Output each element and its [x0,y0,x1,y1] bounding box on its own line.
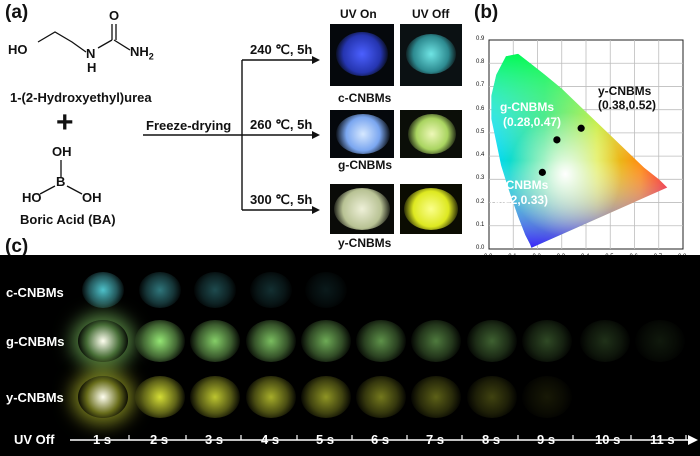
afterglow-spot [78,376,128,418]
afterglow-spot [305,272,347,308]
urea-ho: HO [8,42,28,57]
afterglow-spot [78,320,128,362]
afterglow-spot [82,272,124,308]
afterglow-spot [467,320,517,362]
afterglow-spot [194,272,236,308]
g-point-name: g-CNBMs [500,100,554,114]
afterglow-spot [580,320,630,362]
c-uv-on-photo [330,24,394,86]
afterglow-spot [139,272,181,308]
time-label: 11 s [650,432,675,447]
y-point-name: y-CNBMs [598,84,652,98]
row-label-c: c-CNBMs [6,285,64,300]
afterglow-spot [190,320,240,362]
y-uv-off-photo [400,184,462,234]
afterglow-spot [301,320,351,362]
cie-y-tick: 0.1 [476,221,485,228]
afterglow-spot [246,320,296,362]
afterglow-spot [411,376,461,418]
cie-y-tick: 0.8 [476,59,485,66]
urea-n: N [86,46,96,61]
afterglow-spot [356,376,406,418]
c-uv-off-photo [400,24,462,86]
time-label: 1 s [93,432,112,447]
ba-oh-top: OH [52,144,72,159]
y-sample-label: y-CNBMs [338,236,392,250]
ba-name: Boric Acid (BA) [20,212,116,227]
cie-point-0 [553,136,561,144]
g-uv-on-photo [330,110,394,158]
afterglow-spot [522,320,572,362]
row-label-g: g-CNBMs [6,334,65,349]
time-label: 4 s [261,432,280,447]
time-label: 10 s [595,432,621,447]
afterglow-spot [301,376,351,418]
g-point-coords: (0.28,0.47) [503,115,562,129]
cie-horseshoe [491,53,668,248]
cie-point-1 [577,124,585,132]
condition-1-label: 240 ℃, 5h [250,42,313,57]
time-label: 6 s [371,432,390,447]
afterglow-spot [522,376,572,418]
time-label: 5 s [316,432,335,447]
afterglow-spot [411,320,461,362]
time-label: 9 s [537,432,556,447]
cie-points [538,124,585,176]
urea-name: 1-(2-Hydroxyethyl)urea [10,90,152,105]
cie-y-tick: 0.5 [476,128,485,135]
urea-nh2: NH2 [130,44,154,62]
afterglow-spot [467,376,517,418]
y-uv-on-photo [330,184,394,234]
c-point-name: c-CNBMs [495,178,549,192]
condition-3-label: 300 ℃, 5h [250,192,313,207]
cie-y-tick: 0.9 [476,36,485,42]
ba-ho-left: HO [22,190,42,205]
ba-b: B [56,174,66,189]
time-label: 7 s [426,432,445,447]
row-label-y: y-CNBMs [6,390,64,405]
cie-y-tick: 0.0 [476,245,485,251]
urea-o: O [109,8,120,23]
condition-2-label: 260 ℃, 5h [250,117,313,132]
cie-y-tick: 0.3 [476,175,485,182]
c-sample-label: c-CNBMs [338,91,392,105]
plus-sign: + [56,106,74,139]
g-uv-off-photo [400,110,462,158]
uv-off-label: UV Off [412,7,450,21]
g-sample-label: g-CNBMs [338,158,392,172]
cie-y-tick: 0.4 [476,152,485,159]
cie-point-2 [538,168,546,176]
process-label: Freeze-drying [146,118,232,133]
afterglow-spot [250,272,292,308]
urea-h: H [87,60,97,75]
uv-on-label: UV On [340,7,377,21]
cie-y-tick: 0.2 [476,198,485,205]
time-label: 8 s [482,432,501,447]
afterglow-spot [356,320,406,362]
afterglow-spot [635,320,685,362]
y-point-coords: (0.38,0.52) [598,98,657,112]
panel-b-label: (b) [474,2,499,23]
panel-a-label: (a) [5,2,29,23]
afterglow-spot [135,376,185,418]
time-label: 2 s [150,432,169,447]
cie-y-tick: 0.6 [476,105,485,112]
time-label: 3 s [205,432,224,447]
c-point-coords: (0.22,0.33) [490,193,549,207]
uv-off-axis-label: UV Off [14,432,55,447]
afterglow-spot [190,376,240,418]
cie-y-tick: 0.7 [476,82,485,89]
afterglow-spot [246,376,296,418]
panel-c-label: (c) [5,236,29,257]
ba-oh-right: OH [82,190,102,205]
afterglow-spot [135,320,185,362]
